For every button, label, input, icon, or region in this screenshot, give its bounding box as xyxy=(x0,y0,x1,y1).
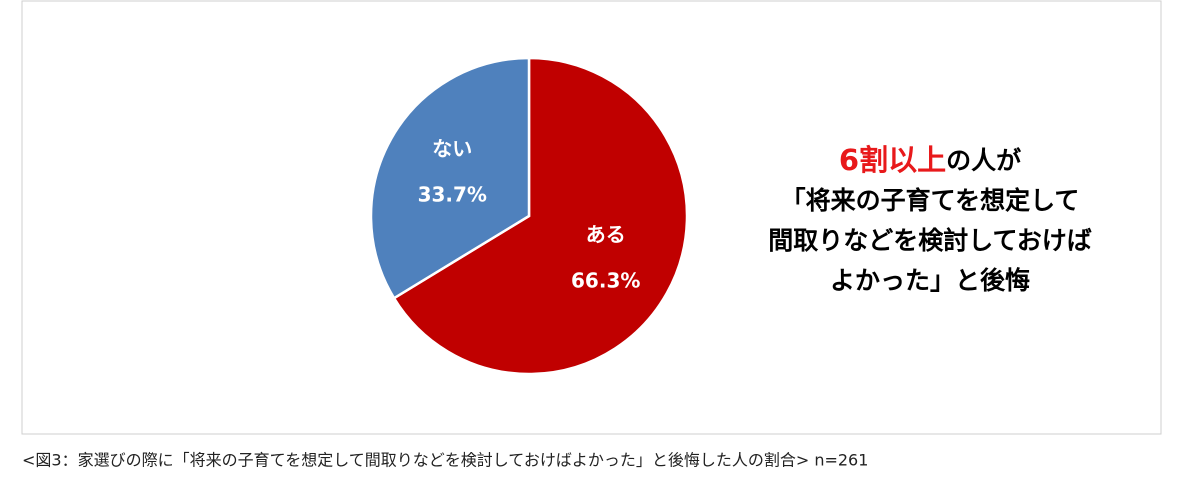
slice-category-label: ない xyxy=(432,136,472,160)
pie-slice xyxy=(392,56,689,376)
slice-category-label: ある xyxy=(586,223,626,247)
annotation-text: 「将来の子育てを想定して xyxy=(781,186,1080,215)
annotation-text: 間取りなどを検討しておけば xyxy=(768,226,1092,255)
caption: <図3：家選びの際に「将来の子育てを想定して間取りなどを検討しておけばよかった」… xyxy=(22,451,868,470)
pie-slice xyxy=(369,56,531,300)
slice-value-label: 33.7% xyxy=(418,182,487,206)
annotation-text: の人が xyxy=(946,146,1021,175)
slice-value-label: 66.3% xyxy=(571,269,640,293)
annotation-line: よかった」と後悔 xyxy=(830,266,1030,295)
annotation-text: よかった」と後悔 xyxy=(830,266,1030,295)
annotation-line: 間取りなどを検討しておけば xyxy=(768,226,1092,255)
annotation-line: 6割以上の人が xyxy=(839,143,1021,177)
annotation-line: 「将来の子育てを想定して xyxy=(781,186,1080,215)
annotation-highlight: 6割以上 xyxy=(839,143,946,177)
